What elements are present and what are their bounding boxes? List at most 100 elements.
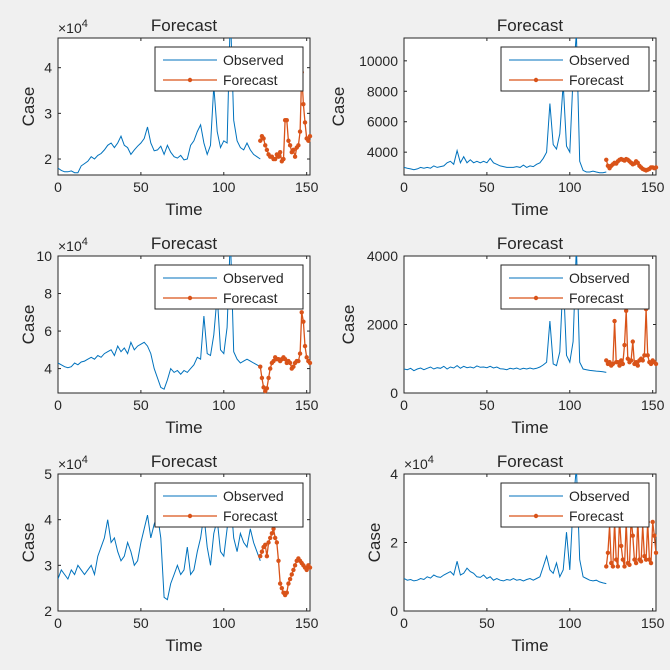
forecast-point <box>615 564 621 569</box>
forecast-point <box>269 531 275 536</box>
forecast-point <box>297 129 303 134</box>
forecast-point <box>268 535 273 541</box>
forecast-point <box>271 358 276 364</box>
y-axis-label: Case <box>329 87 348 127</box>
chart-title: Forecast <box>151 16 217 35</box>
forecast-point <box>296 358 301 364</box>
x-tick-label: 50 <box>479 615 495 631</box>
forecast-point <box>264 147 270 153</box>
forecast-point <box>304 355 309 360</box>
y-exponent-power: 4 <box>82 18 88 30</box>
forecast-point <box>302 120 308 125</box>
legend-box <box>154 482 304 528</box>
x-tick-label: 0 <box>54 179 62 195</box>
x-tick-label: 0 <box>54 397 62 413</box>
forecast-point <box>287 576 293 582</box>
legend-box <box>154 264 304 310</box>
legend-marker-forecast <box>533 77 539 83</box>
forecast-point <box>271 526 276 531</box>
x-tick-label: 50 <box>133 397 149 413</box>
chart-title: Forecast <box>151 234 217 253</box>
forecast-point <box>259 375 265 381</box>
forecast-point <box>282 357 288 362</box>
legend-box <box>500 482 650 528</box>
forecast-point <box>277 149 283 155</box>
forecast-point <box>259 549 265 554</box>
y-tick-label: 2 <box>390 535 398 551</box>
forecast-point <box>604 358 609 363</box>
legend-label-forecast: Forecast <box>569 290 624 306</box>
forecast-point <box>645 353 650 358</box>
chart-panel-5: Forecast 0 50 100 150 2 3 4 5 ×104 Time Case Observe… <box>19 452 319 655</box>
chart-title: Forecast <box>497 452 563 471</box>
y-tick-label: 4 <box>44 60 52 76</box>
forecast-point <box>272 535 278 541</box>
x-tick-label: 100 <box>558 615 582 631</box>
forecast-point <box>307 360 313 366</box>
forecast-point <box>287 360 293 366</box>
forecast-point <box>652 533 657 538</box>
y-tick-label: 4000 <box>367 248 398 264</box>
legend: Observed Forecast <box>500 46 650 92</box>
forecast-point <box>301 102 306 107</box>
x-tick-label: 150 <box>641 615 665 631</box>
x-tick-label: 100 <box>212 615 236 631</box>
forecast-point <box>261 385 266 390</box>
x-tick-label: 0 <box>400 179 408 195</box>
forecast-point <box>291 364 296 369</box>
forecast-point <box>618 358 624 363</box>
legend-label-observed: Observed <box>569 270 630 286</box>
y-exponent-power: 4 <box>82 236 88 248</box>
legend-label-observed: Observed <box>223 270 284 286</box>
legend-label-observed: Observed <box>223 52 284 68</box>
legend-label-forecast: Forecast <box>569 508 624 524</box>
forecast-point <box>291 567 296 573</box>
y-exponent-power: 4 <box>82 454 88 466</box>
y-tick-label: 4 <box>44 361 52 377</box>
forecast-point <box>272 156 278 162</box>
forecast-point <box>648 560 654 566</box>
forecast-point <box>640 358 645 363</box>
forecast-point <box>274 540 280 545</box>
x-tick-label: 100 <box>212 179 236 195</box>
forecast-point <box>620 361 626 367</box>
x-tick-label: 50 <box>133 179 149 195</box>
forecast-point <box>286 581 291 586</box>
y-exponent-power: 4 <box>428 454 434 466</box>
forecast-point <box>258 364 263 369</box>
x-axis-label: Time <box>165 636 202 655</box>
chart-panel-2: Forecast 0 50 100 150 4000 6000 8000 10000 Time Ca… <box>329 16 665 219</box>
x-tick-label: 50 <box>133 615 149 631</box>
forecast-point <box>297 351 303 356</box>
forecast-point <box>261 136 266 141</box>
chart-panel-4: Forecast 0 50 100 150 0 2000 4000 Time Case Observ… <box>339 234 665 437</box>
x-tick-label: 0 <box>400 615 408 631</box>
legend: Observed Forecast <box>500 264 650 310</box>
forecast-point <box>642 554 647 559</box>
legend-box <box>154 46 304 92</box>
forecast-point <box>291 147 296 153</box>
x-tick-label: 0 <box>400 397 408 413</box>
forecast-point <box>281 156 286 162</box>
forecast-point <box>306 138 311 143</box>
forecast-point <box>263 542 268 547</box>
x-tick-label: 150 <box>295 397 319 413</box>
forecast-point <box>289 572 294 577</box>
forecast-point <box>650 519 655 525</box>
forecast-point <box>296 143 301 148</box>
y-axis-label: Case <box>19 87 38 127</box>
series-line-observed <box>58 256 261 390</box>
y-exponent-label: ×104 <box>58 454 88 472</box>
y-axis-label: Case <box>339 305 358 345</box>
x-tick-label: 100 <box>558 397 582 413</box>
forecast-point <box>635 363 640 368</box>
forecast-point <box>268 366 273 371</box>
forecast-point <box>614 557 619 562</box>
legend-marker-forecast <box>533 295 539 301</box>
forecast-point <box>286 138 291 143</box>
x-tick-label: 100 <box>558 179 582 195</box>
forecast-point <box>625 356 631 361</box>
